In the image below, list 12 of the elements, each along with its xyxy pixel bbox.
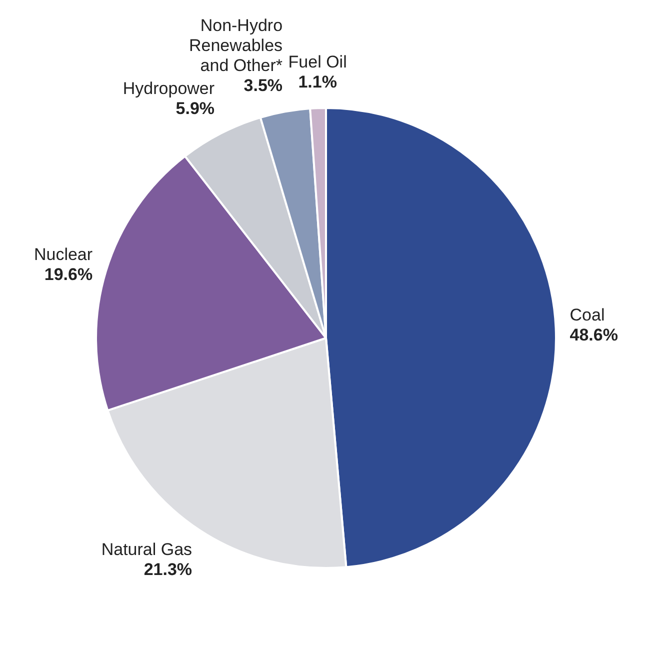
slice-label: Hydropower bbox=[122, 79, 215, 98]
data-label: 3.5% bbox=[244, 76, 283, 96]
slice-label: Non-Hydro Renewables and Other* bbox=[188, 16, 283, 76]
slice-label: Natural Gas bbox=[101, 540, 192, 560]
slice-label: Fuel Oil bbox=[288, 52, 347, 72]
data-label: 1.1% bbox=[298, 72, 337, 92]
slice-label: Nuclear bbox=[34, 245, 93, 264]
data-label: 21.3% bbox=[144, 560, 192, 580]
data-label: 5.9% bbox=[176, 99, 215, 118]
data-label: 19.6% bbox=[44, 265, 93, 284]
data-label: 48.6% bbox=[570, 325, 618, 344]
slice-label: Coal bbox=[570, 305, 605, 324]
